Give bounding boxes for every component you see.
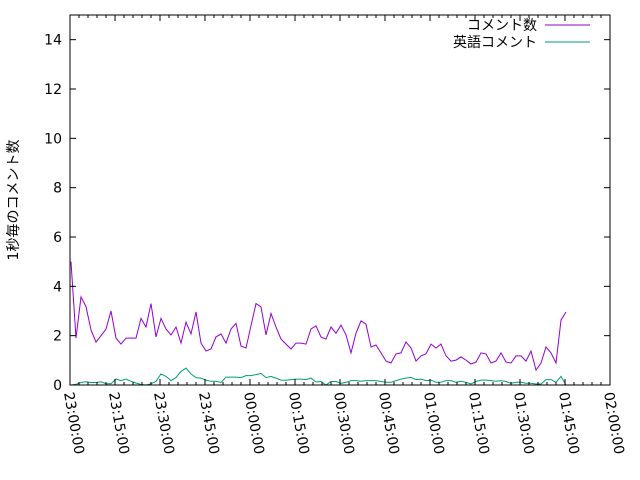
y-tick-label: 8	[53, 181, 62, 197]
legend-label: 英語コメント	[453, 34, 537, 51]
y-tick-label: 10	[44, 131, 62, 147]
x-tick-label: 00:15:00	[285, 391, 312, 456]
y-tick-label: 0	[53, 378, 62, 394]
x-tick-label: 00:30:00	[330, 391, 357, 456]
y-tick-label: 4	[53, 279, 62, 295]
series-line-1	[70, 367, 567, 386]
x-tick-label: 00:45:00	[375, 391, 402, 456]
x-axis: 23:00:00 23:15:00 23:30:00 23:45:00 00:00:00…	[60, 15, 627, 456]
y-tick-label: 2	[53, 329, 62, 345]
x-tick-label: 01:45:00	[555, 391, 582, 456]
x-tick-label: 01:30:00	[510, 391, 537, 456]
y-tick-label: 12	[44, 82, 62, 98]
x-tick-label: 23:00:00	[60, 391, 87, 456]
y-tick-label: 6	[53, 230, 62, 246]
x-tick-label: 23:30:00	[150, 391, 177, 456]
series-line-0	[70, 261, 567, 372]
x-tick-label: 23:45:00	[195, 391, 222, 456]
plot-frame	[69, 14, 611, 386]
plot-marks	[70, 261, 567, 386]
y-tick-label: 14	[44, 33, 62, 49]
x-tick-label: 01:15:00	[465, 391, 492, 456]
x-tick-label: 00:00:00	[240, 391, 267, 456]
x-tick-label: 01:00:00	[420, 391, 447, 456]
y-axis: 0 2 4 6 8 10 12 14	[44, 33, 610, 394]
x-tick-label: 02:00:00	[600, 391, 627, 456]
y-axis-label: 1秒毎のコメント数	[6, 140, 22, 261]
legend-label: コメント数	[467, 18, 537, 34]
x-tick-label: 23:15:00	[105, 391, 132, 456]
